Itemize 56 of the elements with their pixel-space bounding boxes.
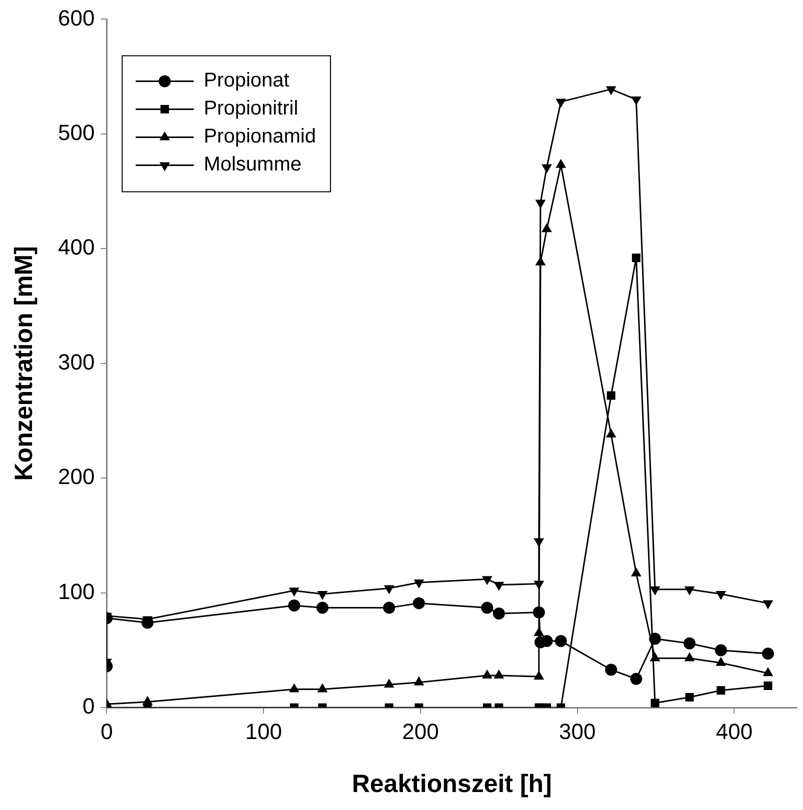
y-tick-label: 500	[58, 120, 95, 145]
point	[630, 672, 642, 685]
point	[383, 602, 396, 614]
point	[685, 693, 694, 702]
point	[288, 683, 300, 692]
y-tick-label: 100	[58, 578, 95, 604]
x-tick-label: 200	[402, 718, 439, 744]
x-axis-title: Reaktionszeit [h]	[352, 770, 552, 798]
point	[142, 696, 153, 705]
y-axis-title: Konzentration [mM]	[10, 246, 38, 481]
point	[684, 652, 695, 662]
point	[316, 602, 328, 614]
point	[632, 254, 640, 262]
point	[630, 567, 642, 576]
y-tick-label: 400	[58, 234, 95, 260]
x-tick-label: 100	[245, 718, 282, 744]
point	[481, 602, 494, 614]
y-tick-label: 600	[58, 5, 95, 30]
point	[606, 86, 616, 96]
point	[762, 667, 774, 676]
point	[317, 683, 328, 692]
y-tick-label: 200	[58, 464, 95, 490]
point	[482, 669, 492, 678]
point	[684, 637, 696, 650]
point	[714, 644, 727, 656]
point	[534, 670, 544, 680]
point	[630, 96, 642, 106]
point	[554, 635, 567, 648]
point	[764, 682, 772, 690]
point	[762, 648, 774, 660]
legend-label: Molsumme	[204, 154, 302, 176]
legend-label: Propionitril	[204, 98, 298, 120]
point	[606, 391, 616, 400]
point	[556, 98, 566, 108]
x-tick-label: 300	[559, 718, 596, 744]
point	[605, 664, 618, 676]
point	[716, 686, 726, 695]
x-tick-label: 0	[100, 718, 113, 744]
point	[535, 200, 546, 209]
y-tick-label: 0	[82, 694, 95, 719]
legend-label: Propionamid	[204, 126, 316, 148]
point	[716, 656, 726, 666]
point	[492, 608, 505, 620]
point	[288, 599, 300, 612]
point	[542, 164, 552, 174]
point	[414, 676, 424, 686]
point	[606, 428, 616, 438]
point	[384, 678, 394, 688]
point	[534, 627, 544, 636]
point	[650, 698, 660, 708]
point	[412, 597, 425, 610]
y-tick-label: 300	[58, 349, 95, 374]
point	[494, 669, 504, 678]
legend-label: Propionat	[204, 70, 290, 92]
x-tick-label: 400	[716, 718, 753, 744]
point	[650, 652, 660, 662]
